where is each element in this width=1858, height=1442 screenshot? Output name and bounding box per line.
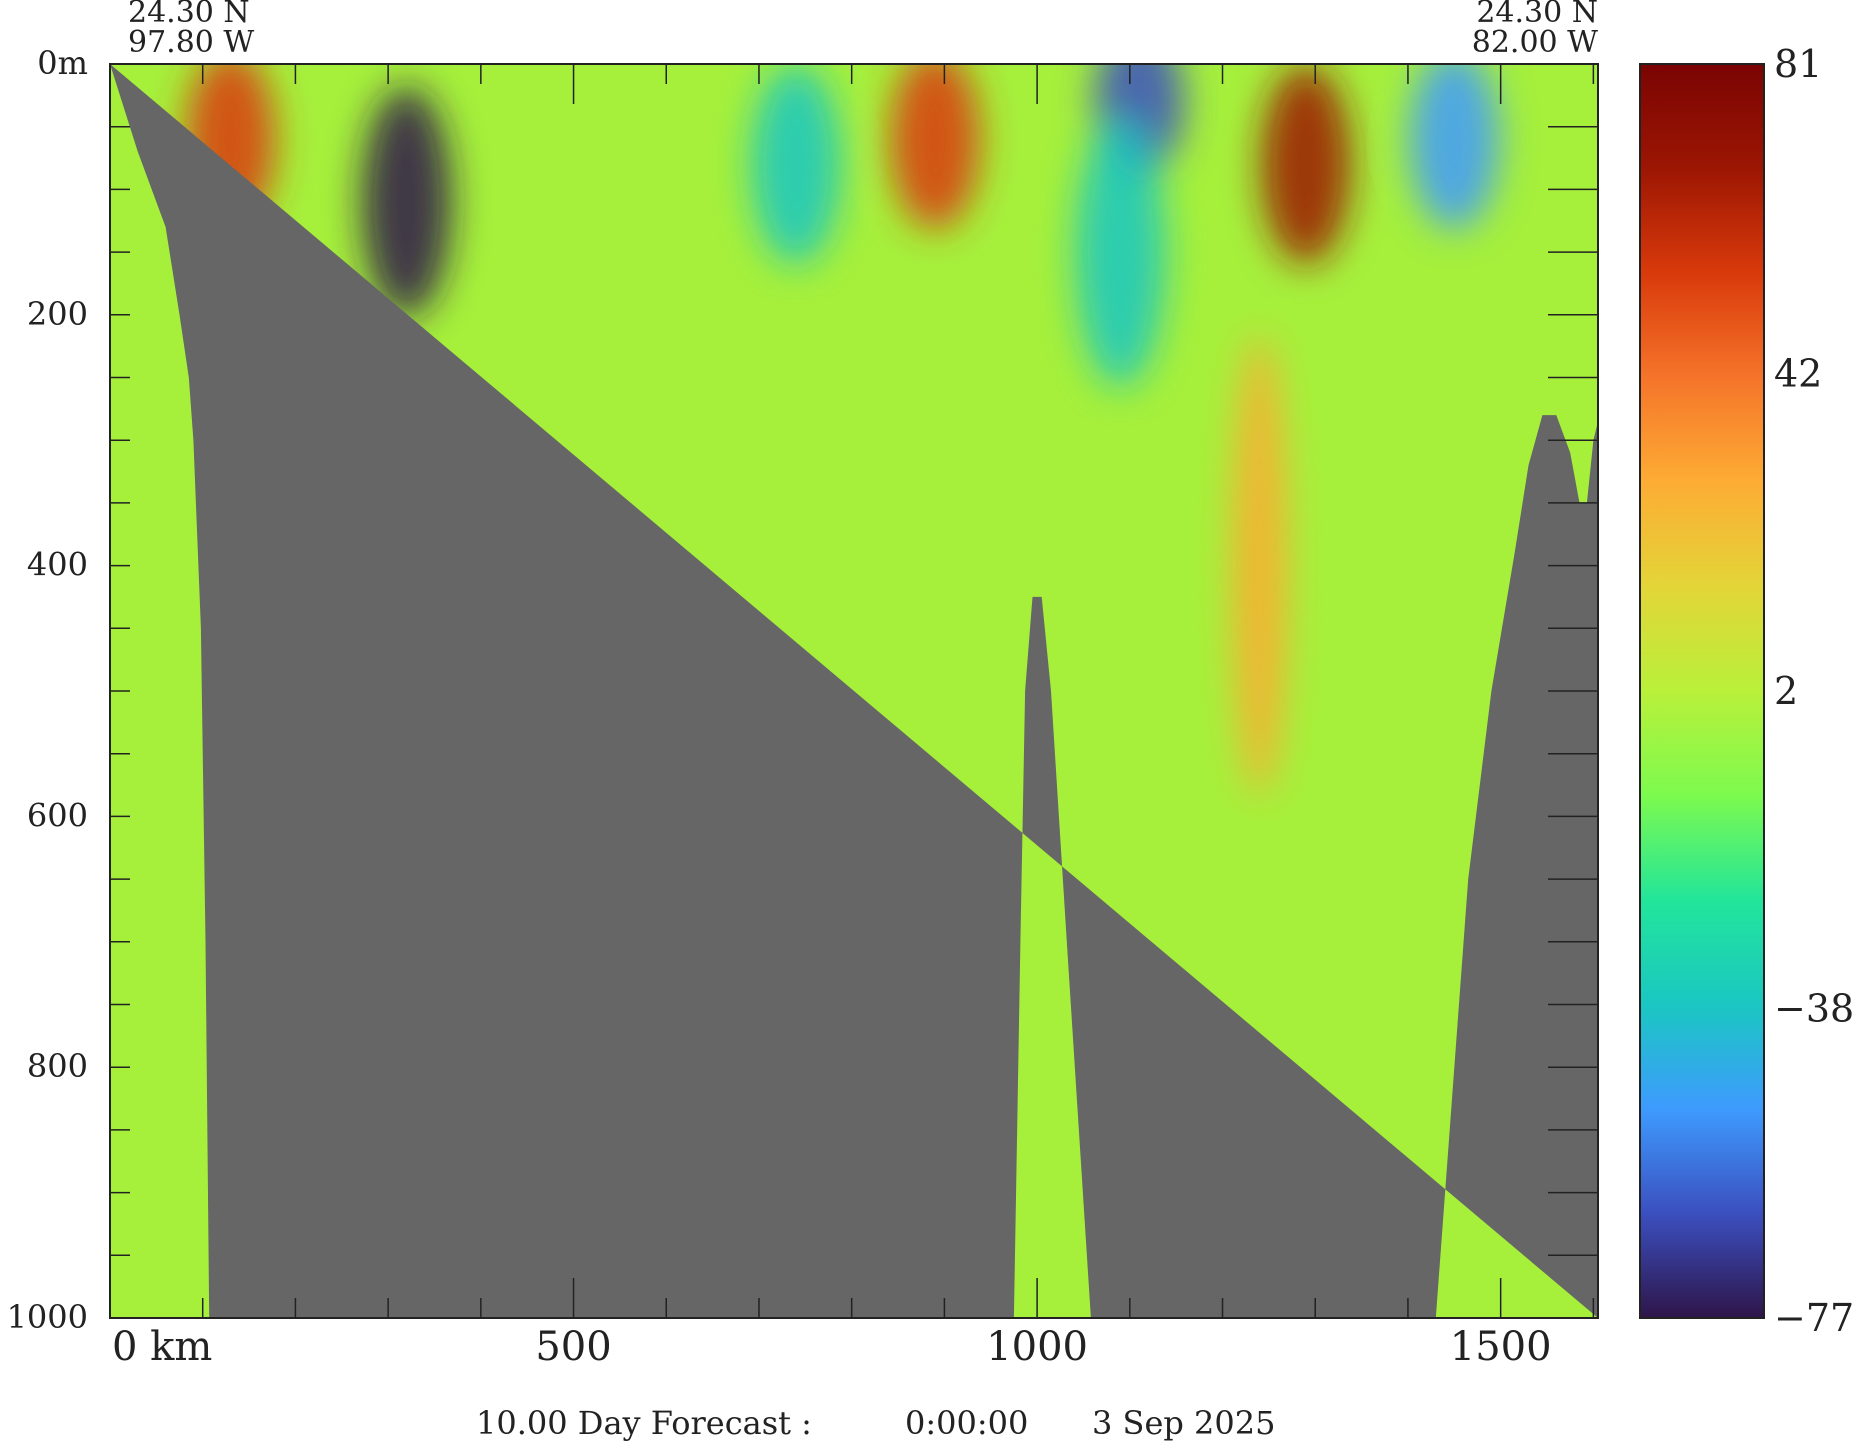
y-axis-ticks: 0m 200 400 600 800 1000 (7, 44, 1598, 1336)
bathymetry-land (110, 64, 1598, 1318)
colorbar-tick-label: −38 (1774, 987, 1854, 1031)
x-tick-label: 0 km (112, 1324, 212, 1370)
y-tick-label: 200 (27, 295, 88, 333)
anomaly-feature-5 (890, 64, 981, 230)
forecast-footer: 10.00 Day Forecast : 0:00:00 3 Sep 2025 (476, 1404, 1275, 1442)
start-lon-label: 97.80 W (128, 25, 254, 60)
x-tick-label: 1500 (1450, 1324, 1552, 1370)
x-tick-label: 1000 (986, 1324, 1088, 1370)
forecast-time: 0:00:00 (905, 1404, 1028, 1442)
y-tick-label: 1000 (7, 1298, 88, 1336)
start-lat-label: 24.30 N (128, 0, 250, 30)
anomaly-feature-9 (1409, 64, 1500, 230)
end-lon-label: 82.00 W (1472, 25, 1598, 60)
colorbar-ticks: 81 42 2 −38 −77 (1774, 42, 1854, 1340)
anomaly-feature-8 (1260, 64, 1351, 265)
colorbar-tick-label: −77 (1774, 1296, 1854, 1340)
anomaly-feature-2 (361, 86, 452, 317)
end-point-label: 24.30 N 82.00 W (1472, 0, 1598, 60)
y-tick-label: 800 (27, 1047, 88, 1085)
x-tick-label: 500 (535, 1324, 611, 1370)
plot-field (110, 64, 1598, 1318)
forecast-label: 10.00 Day Forecast : (476, 1404, 812, 1442)
x-axis-ticks: 0 km 500 1000 1500 (109, 64, 1595, 1370)
y-tick-label: 0m (37, 44, 88, 82)
anomaly-feature-10 (1231, 335, 1288, 796)
y-tick-label: 600 (27, 796, 88, 834)
y-tick-label: 400 (27, 546, 88, 584)
colorbar (1639, 63, 1765, 1319)
forecast-date: 3 Sep 2025 (1092, 1404, 1275, 1442)
anomaly-feature-7 (1075, 117, 1166, 388)
colorbar-tick-label: 81 (1774, 42, 1822, 86)
colorbar-tick-label: 2 (1774, 669, 1798, 713)
colorbar-tick-label: 42 (1774, 352, 1822, 396)
end-lat-label: 24.30 N (1476, 0, 1598, 30)
start-point-label: 24.30 N 97.80 W (128, 0, 254, 60)
anomaly-feature-4 (751, 64, 842, 265)
